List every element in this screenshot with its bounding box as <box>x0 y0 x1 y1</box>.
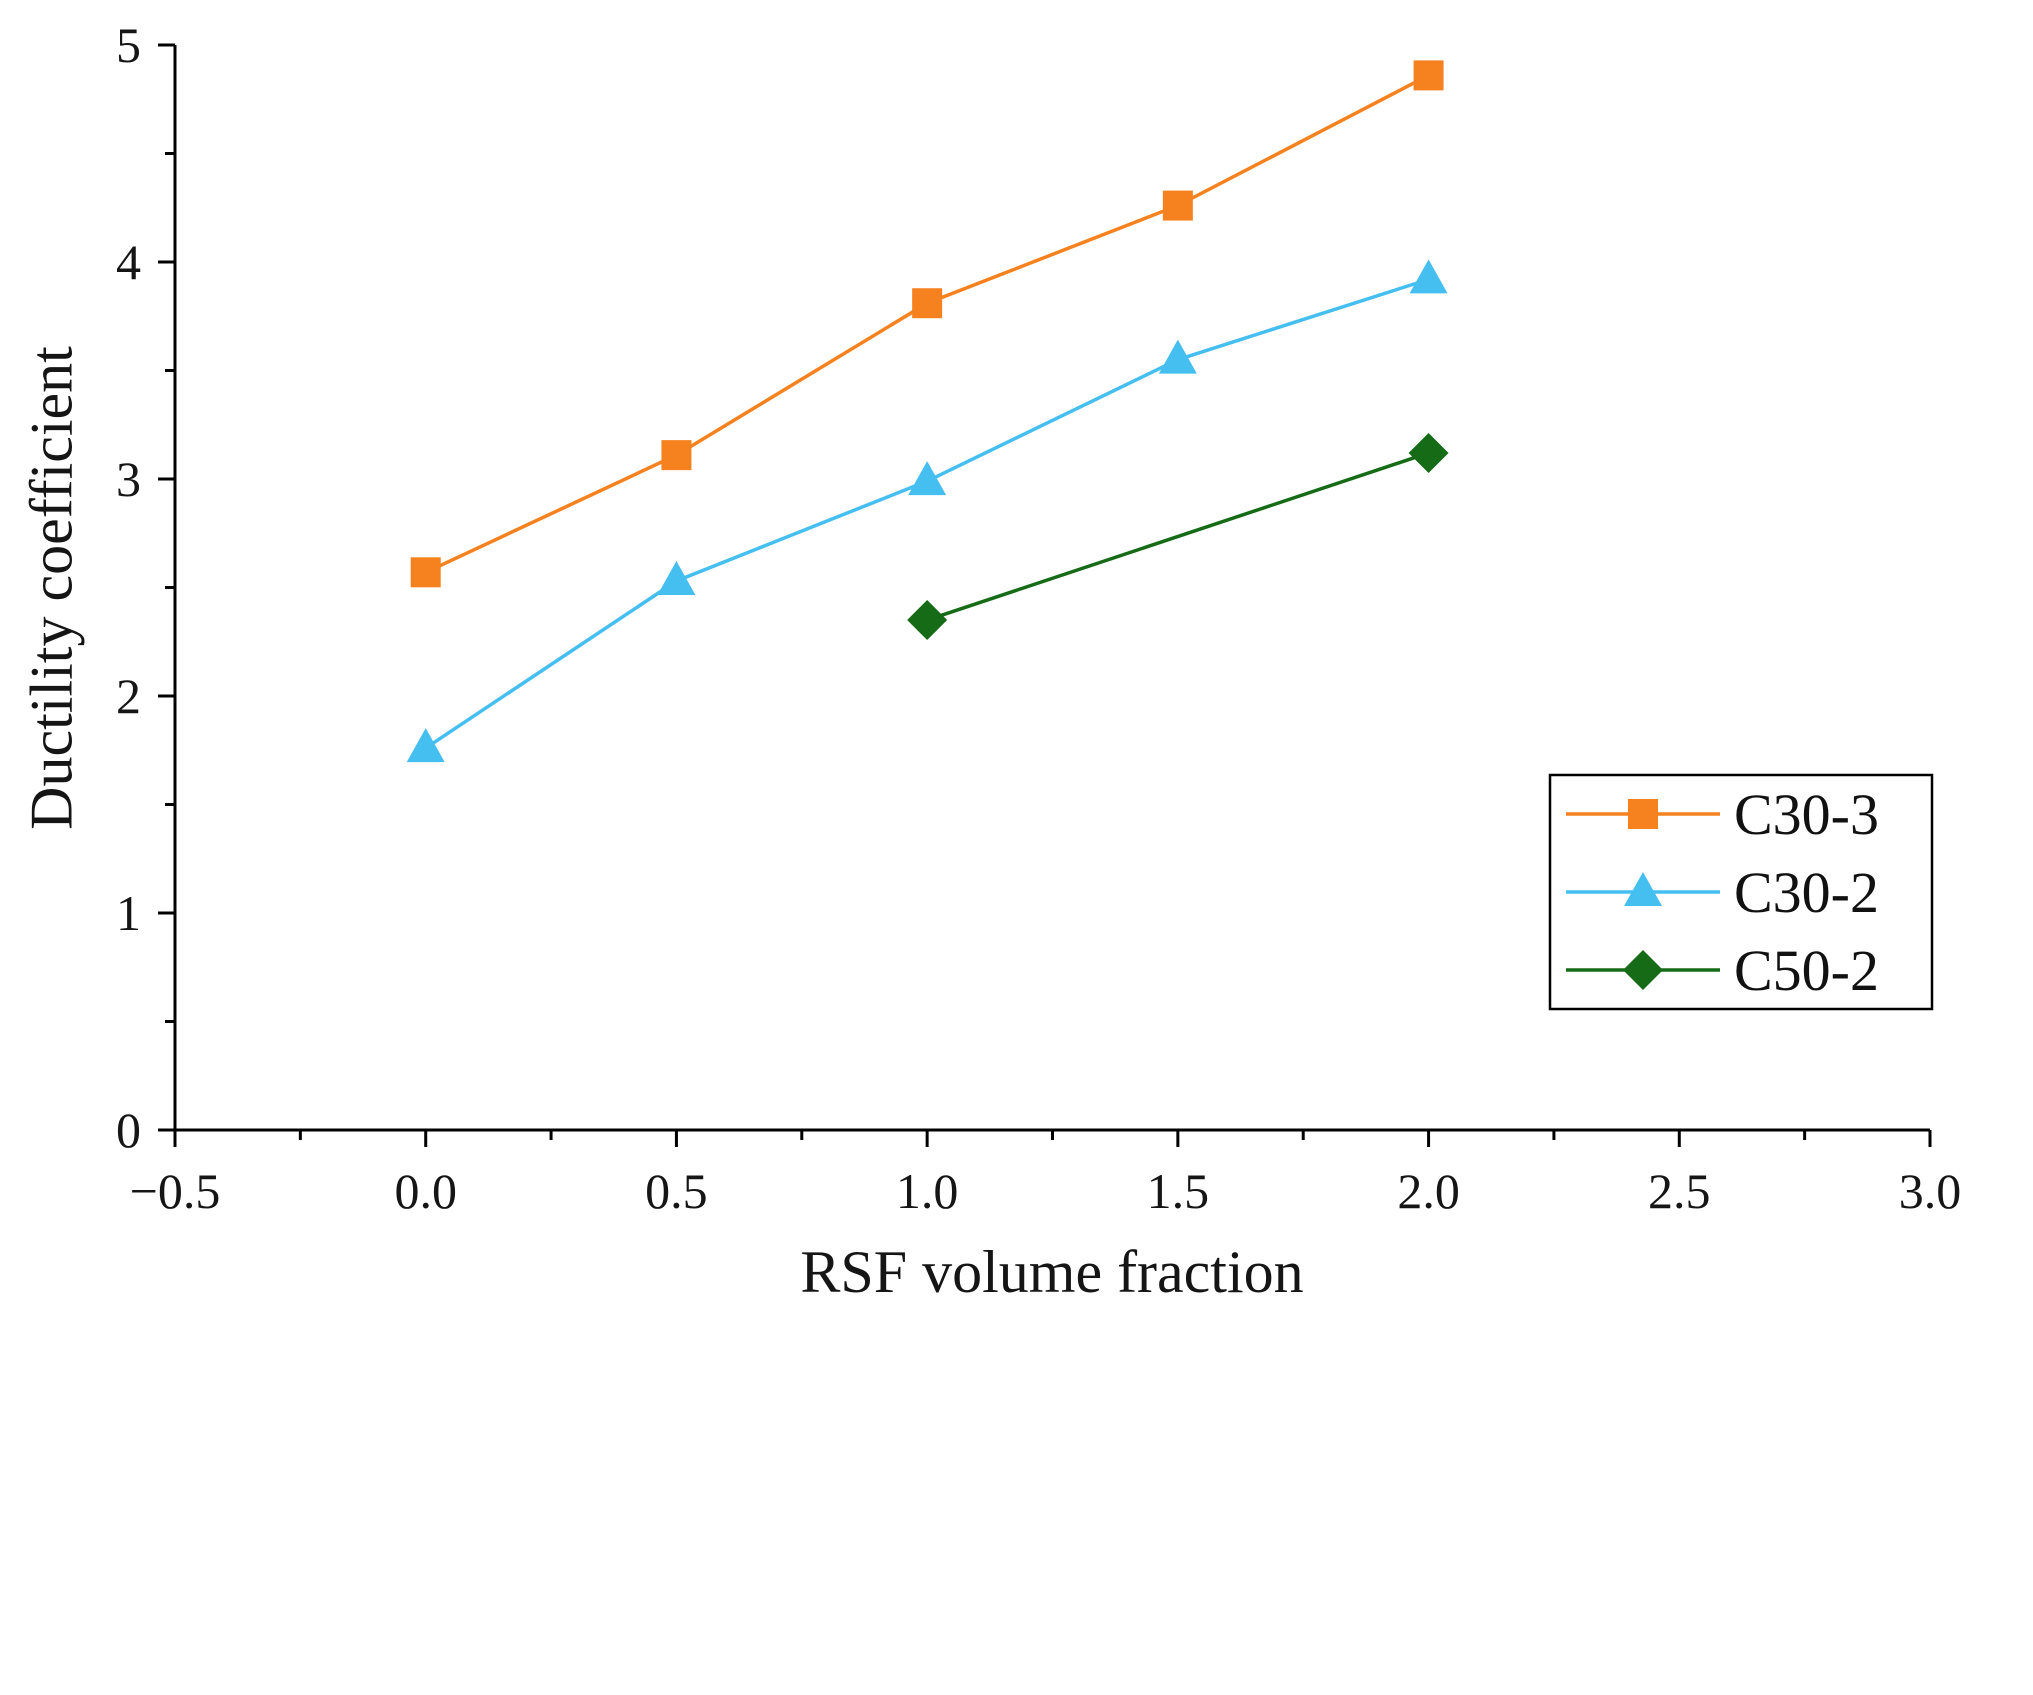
diamond-marker <box>1623 950 1663 990</box>
legend-label: C30-3 <box>1734 782 1879 847</box>
y-tick-label: 1 <box>116 885 141 941</box>
series-C30-3 <box>410 60 1444 588</box>
diamond-marker <box>907 600 948 641</box>
triangle-marker <box>1409 259 1448 294</box>
y-tick-labels: 0 1 2 3 4 5 <box>116 17 141 1158</box>
square-marker <box>912 288 943 319</box>
legend-item-C30-2: C30-2 <box>1566 860 1879 925</box>
triangle-marker <box>1624 872 1662 906</box>
square-marker <box>1162 190 1193 221</box>
square-marker <box>1413 60 1444 91</box>
series-line <box>424 277 1430 750</box>
series-C30-2 <box>406 259 1448 763</box>
diamond-marker <box>1408 432 1449 473</box>
y-tick-label: 3 <box>116 451 141 507</box>
x-axis-title: RSF volume fraction <box>800 1239 1304 1305</box>
x-tick-label: 0.5 <box>645 1163 708 1219</box>
y-tick-label: 0 <box>116 1102 141 1158</box>
legend-label: C50-2 <box>1734 938 1879 1003</box>
axes <box>158 43 1932 1147</box>
y-axis-title: Ductility coefficient <box>18 346 85 830</box>
y-tick-label: 2 <box>116 668 141 724</box>
triangle-marker <box>1158 339 1197 374</box>
legend: C30-3 C30-2 C50-2 <box>1548 773 1934 1011</box>
square-marker <box>1628 799 1658 829</box>
series-line <box>424 73 1430 574</box>
x-tick-label: 1.0 <box>896 1163 959 1219</box>
x-tick-label: 2.5 <box>1648 1163 1711 1219</box>
series-line <box>926 451 1430 622</box>
legend-label: C30-2 <box>1734 860 1879 925</box>
triangle-marker <box>657 560 696 595</box>
square-marker <box>410 557 441 588</box>
x-tick-label: 1.5 <box>1147 1163 1210 1219</box>
legend-item-C50-2: C50-2 <box>1566 938 1879 1003</box>
square-marker <box>661 440 692 471</box>
y-tick-label: 4 <box>116 234 141 290</box>
y-tick-label: 5 <box>116 17 141 73</box>
triangle-marker <box>908 461 947 496</box>
x-tick-label: 2.0 <box>1397 1163 1460 1219</box>
x-tick-label: 3.0 <box>1899 1163 1962 1219</box>
legend-item-C30-3: C30-3 <box>1566 782 1879 847</box>
triangle-marker <box>406 728 445 763</box>
x-tick-label: −0.5 <box>130 1163 221 1219</box>
x-tick-label: 0.0 <box>394 1163 457 1219</box>
x-tick-labels: −0.5 0.0 0.5 1.0 1.5 2.0 2.5 3.0 <box>130 1163 1962 1219</box>
series-C50-2 <box>907 432 1449 641</box>
